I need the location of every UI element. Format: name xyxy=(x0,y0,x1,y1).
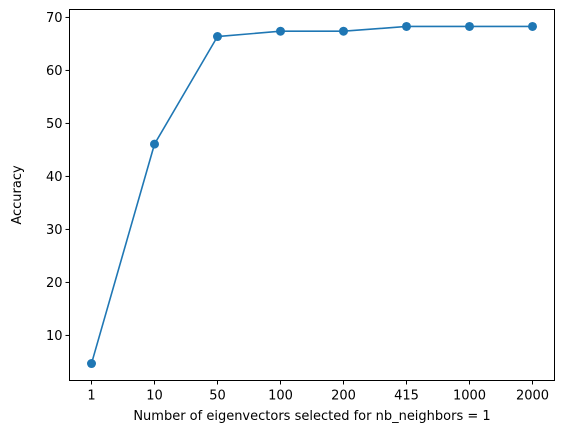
data-points xyxy=(87,21,537,369)
y-axis-label: Accuracy xyxy=(10,165,25,225)
data-point xyxy=(402,21,411,31)
y-axis: 10 20 30 40 50 60 70 xyxy=(46,11,70,344)
x-tick-label: 2000 xyxy=(516,389,549,404)
y-tick-label: 60 xyxy=(46,64,63,79)
x-tick-label: 415 xyxy=(394,389,419,404)
data-point xyxy=(465,21,474,31)
x-tick-label: 100 xyxy=(268,389,293,404)
data-point xyxy=(339,26,348,36)
x-axis: 1 10 50 100 200 415 1000 2000 xyxy=(87,380,549,404)
x-tick-label: 200 xyxy=(331,389,356,404)
y-tick-label: 70 xyxy=(46,11,63,26)
data-point xyxy=(276,26,285,36)
y-tick-label: 40 xyxy=(46,170,63,185)
x-tick-label: 1 xyxy=(87,389,95,404)
y-tick-label: 30 xyxy=(46,223,63,238)
y-tick-label: 20 xyxy=(46,276,63,291)
plot-frame xyxy=(69,9,555,381)
x-axis-label: Number of eigenvectors selected for nb_n… xyxy=(133,409,490,424)
y-tick-label: 50 xyxy=(46,117,63,132)
accuracy-series-line xyxy=(90,25,533,364)
data-point xyxy=(87,359,96,369)
data-point xyxy=(150,139,159,149)
x-tick-label: 10 xyxy=(146,389,163,404)
x-tick-label: 50 xyxy=(209,389,226,404)
x-tick-label: 1000 xyxy=(453,389,486,404)
y-tick-label: 10 xyxy=(46,329,63,344)
data-point xyxy=(213,32,222,42)
data-point xyxy=(528,21,537,31)
